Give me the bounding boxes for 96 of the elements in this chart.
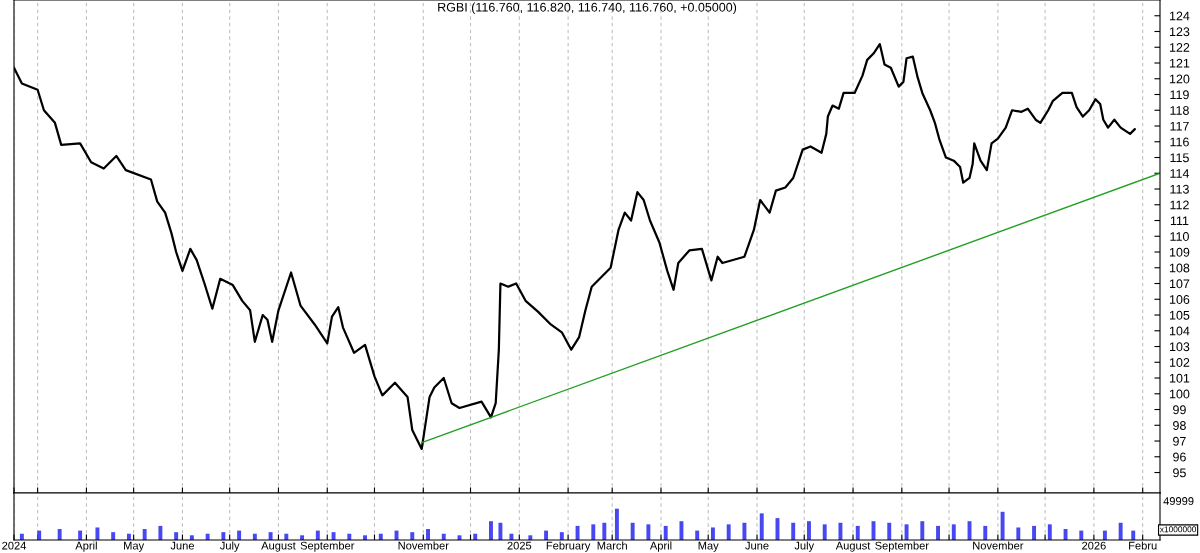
bar — [559, 532, 564, 540]
bar — [268, 532, 273, 540]
y-tick-label: 112 — [1170, 200, 1189, 210]
bar — [1063, 529, 1068, 540]
bar — [575, 525, 580, 540]
x-tick-label: November — [398, 541, 449, 550]
y-tick-label: 113 — [1170, 184, 1189, 194]
x-tick-label: 2024 — [2, 541, 27, 550]
x-tick-label: June — [745, 541, 769, 550]
y-tick-label: 108 — [1169, 263, 1190, 273]
bar — [614, 508, 619, 540]
y-tick-label: 96 — [1173, 452, 1186, 462]
bar — [1032, 525, 1037, 540]
x-tick-label: Febru — [1129, 541, 1157, 550]
bar — [742, 522, 747, 540]
y-tick-label: 117 — [1170, 121, 1189, 131]
y-tick-label: 99 — [1173, 405, 1186, 415]
y-tick-label: 106 — [1169, 295, 1190, 304]
bar — [591, 524, 596, 540]
y-tick-label: 97 — [1173, 436, 1186, 446]
bar — [1016, 527, 1021, 540]
chart-title: RGBI (116.760, 116.820, 116.740, 116.760, +0.05000) — [438, 2, 737, 15]
bar — [489, 521, 493, 540]
y-tick-label: 105 — [1169, 310, 1190, 320]
text: 49999 — [1163, 497, 1194, 505]
bar — [838, 522, 843, 540]
bar — [1000, 511, 1005, 540]
bar — [111, 532, 116, 540]
bar — [158, 525, 163, 540]
x-tick-label: April — [649, 541, 672, 552]
y-tick-label: 122 — [1169, 43, 1190, 52]
y-tick-label: 121 — [1169, 58, 1190, 68]
x-tick-label: March — [597, 541, 627, 550]
bar — [936, 525, 941, 540]
bar — [679, 521, 684, 540]
bar — [1047, 524, 1052, 540]
x-tick-label: August — [261, 541, 296, 552]
y-tick-label: 120 — [1169, 74, 1190, 84]
y-tick-label: 115 — [1170, 153, 1189, 163]
bar — [951, 524, 956, 540]
annotation: x1000000 — [1159, 526, 1197, 533]
y-tick-label: 118 — [1170, 106, 1189, 115]
y-tick-label: 119 — [1170, 90, 1189, 100]
bar — [221, 532, 226, 540]
x-tick-label: 2025 — [507, 541, 532, 550]
bar — [630, 522, 635, 540]
y-tick-label: 95 — [1173, 468, 1186, 478]
y-tick-label: 114 — [1170, 169, 1190, 178]
y-tick-label: 123 — [1169, 27, 1190, 37]
bar — [904, 524, 909, 540]
bar — [95, 527, 100, 540]
y-tick-label: 98 — [1173, 421, 1186, 430]
x-tick-label: July — [794, 541, 815, 552]
y-tick-label: 104 — [1169, 326, 1190, 336]
bar — [806, 521, 811, 540]
bar — [663, 525, 668, 540]
bar — [920, 521, 925, 540]
bar — [759, 513, 764, 540]
y-tick-label: 107 — [1169, 279, 1190, 289]
bar — [887, 522, 892, 540]
x-tick-label: 2026 — [1082, 541, 1106, 550]
x-tick-label: April — [75, 541, 97, 552]
bar — [57, 529, 62, 540]
y-tick-label: 110 — [1170, 232, 1189, 241]
y-tick-label: 103 — [1169, 342, 1190, 352]
bar — [710, 527, 715, 540]
x-tick-label: September — [300, 541, 355, 552]
y-tick-label: 101 — [1169, 373, 1190, 383]
bar — [791, 522, 796, 540]
x-tick-label: July — [219, 541, 240, 552]
bar — [983, 525, 988, 540]
x-tick-label: September — [875, 541, 929, 552]
y-tick-label: 124 — [1169, 11, 1190, 21]
x-tick-label: November — [973, 541, 1024, 550]
y-tick-label: 111 — [1170, 216, 1189, 226]
bar — [855, 525, 860, 540]
bar — [498, 522, 503, 540]
y-tick-label: 100 — [1169, 389, 1190, 399]
bar — [426, 529, 430, 540]
bar — [646, 524, 651, 540]
bar — [331, 532, 336, 540]
x-tick-label: June — [170, 541, 194, 550]
bar — [142, 529, 147, 540]
x-tick-label: May — [124, 541, 145, 552]
bar — [726, 524, 731, 540]
bar — [174, 532, 179, 540]
bar — [602, 522, 607, 540]
x-tick-label: August — [835, 541, 871, 552]
bar — [822, 524, 827, 540]
y-tick-label: 109 — [1169, 247, 1190, 257]
x-tick-label: May — [698, 541, 719, 552]
x-tick-label: February — [546, 541, 591, 552]
bar — [1118, 522, 1123, 540]
y-tick-label: 116 — [1170, 137, 1189, 147]
bar — [410, 532, 415, 540]
y-tick-label: 102 — [1169, 358, 1190, 367]
